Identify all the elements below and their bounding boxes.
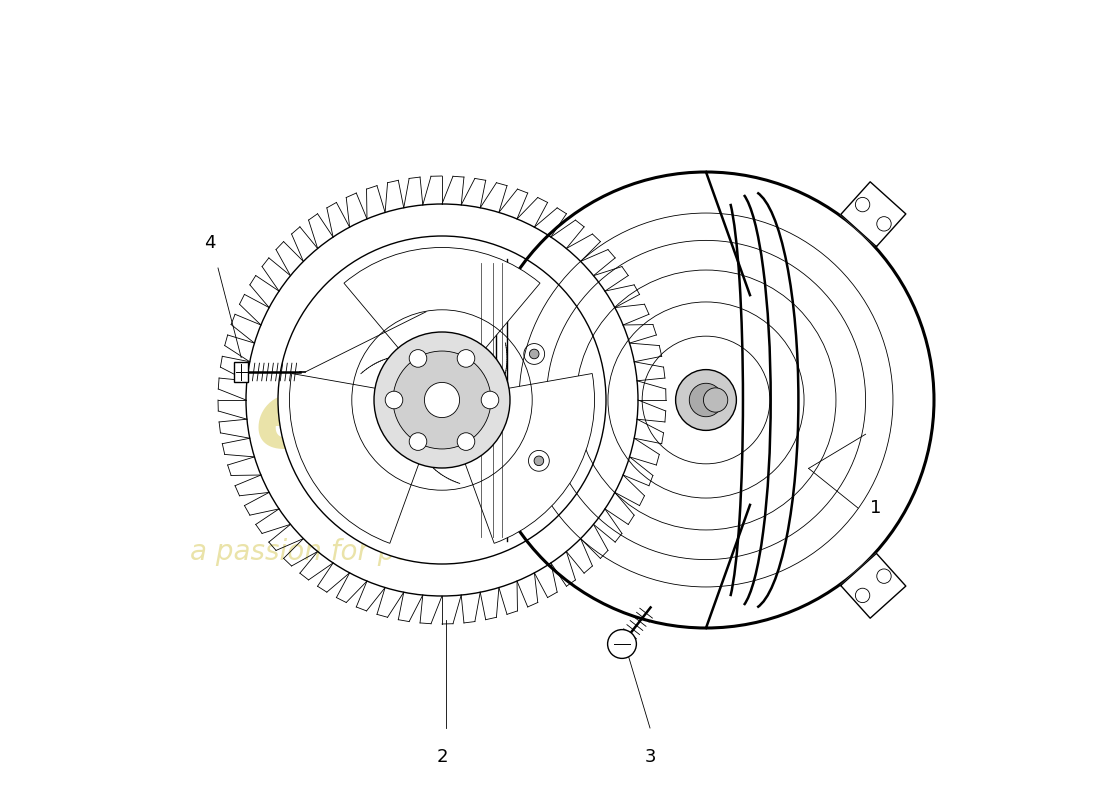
Wedge shape	[463, 374, 594, 543]
Circle shape	[856, 588, 870, 602]
Text: 1: 1	[870, 499, 881, 517]
Circle shape	[607, 630, 637, 658]
Polygon shape	[840, 554, 905, 618]
Circle shape	[877, 569, 891, 583]
Circle shape	[856, 198, 870, 212]
Circle shape	[690, 383, 723, 417]
Text: a passion for parts: a passion for parts	[190, 538, 449, 566]
Circle shape	[535, 456, 543, 466]
Circle shape	[278, 236, 606, 564]
Text: 4: 4	[205, 234, 216, 252]
Circle shape	[385, 391, 403, 409]
Polygon shape	[840, 182, 905, 246]
Wedge shape	[289, 374, 420, 543]
Circle shape	[481, 391, 498, 409]
Circle shape	[529, 349, 539, 358]
Circle shape	[458, 350, 475, 367]
Circle shape	[703, 388, 728, 412]
Circle shape	[374, 332, 510, 468]
Circle shape	[675, 370, 736, 430]
Circle shape	[409, 350, 427, 367]
Text: 2: 2	[437, 748, 448, 766]
Circle shape	[425, 382, 460, 418]
Circle shape	[393, 351, 491, 449]
Text: eurol: eurol	[254, 375, 538, 468]
Text: 3: 3	[645, 748, 656, 766]
Wedge shape	[344, 247, 540, 352]
Circle shape	[458, 433, 475, 450]
Circle shape	[409, 433, 427, 450]
Circle shape	[877, 217, 891, 231]
FancyBboxPatch shape	[234, 362, 249, 382]
